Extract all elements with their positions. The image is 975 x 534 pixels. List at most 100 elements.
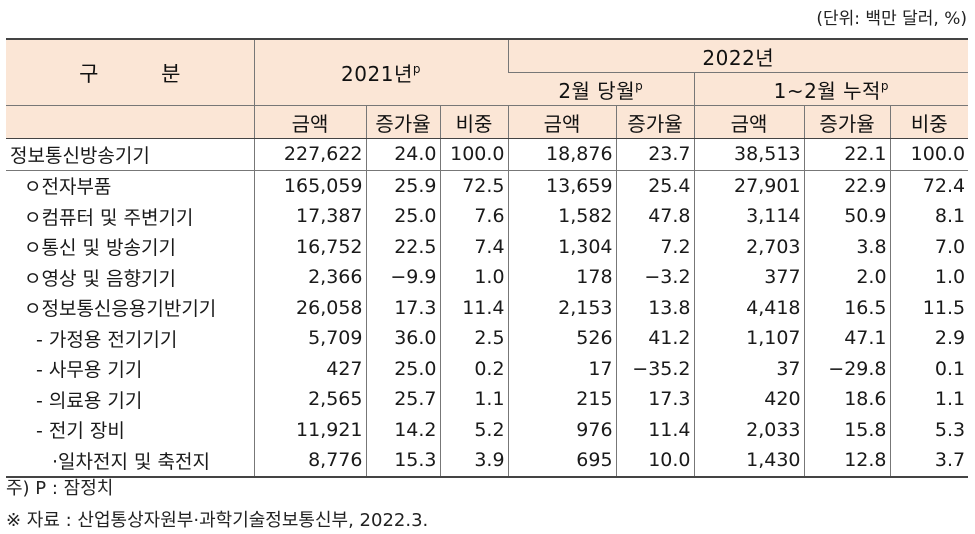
- row-value: 7.6: [439, 201, 509, 232]
- row-value: 11.4: [439, 292, 509, 323]
- row-value: 3.9: [439, 445, 509, 478]
- row-value: 26,058: [253, 292, 366, 323]
- table-body: 정보통신방송기기 227,622 24.0 100.0 18,876 23.7 38,513…: [6, 138, 969, 478]
- row-value: −29.8: [803, 353, 891, 384]
- row-value: 15.3: [365, 445, 440, 478]
- row-value: 38,513: [693, 138, 805, 171]
- row-value: 100.0: [889, 138, 969, 171]
- row-value: 12.8: [803, 445, 891, 478]
- header-category: 구 분: [6, 38, 254, 106]
- row-value: 5.2: [439, 414, 509, 445]
- table-row: - 사무용 기기 427 25.0 0.2 17 −35.2 37 −29.8 0.1: [6, 353, 969, 384]
- row-label: ㅇ통신 및 방송기기: [24, 237, 176, 260]
- table-row: 정보통신방송기기 227,622 24.0 100.0 18,876 23.7 38,513…: [6, 138, 969, 171]
- row-value: 17.3: [365, 292, 440, 323]
- row-value: 420: [693, 384, 805, 415]
- table-row: ㅇ통신 및 방송기기 16,752 22.5 7.4 1,304 7.2 2,703 3.8 7…: [6, 231, 969, 262]
- header-col-amount: 금액: [253, 105, 366, 139]
- row-value: 1,107: [693, 323, 805, 354]
- row-label: ㅇ정보통신응용기반기기: [24, 298, 217, 321]
- row-label: 정보통신방송기기: [6, 138, 254, 171]
- row-value: 37: [693, 353, 805, 384]
- row-value: −9.9: [365, 262, 440, 293]
- row-value: 8,776: [253, 445, 366, 478]
- row-value: 1,430: [693, 445, 805, 478]
- row-value: 2.5: [439, 323, 509, 354]
- header-year-2022: 2022년: [507, 38, 969, 73]
- row-value: 1.0: [439, 262, 509, 293]
- row-value: 3.8: [803, 231, 891, 262]
- row-value: 16.5: [803, 292, 891, 323]
- header-col-amount: 금액: [693, 105, 805, 139]
- unit-label: (단위: 백만 달러, %): [816, 9, 967, 29]
- row-value: 41.2: [615, 323, 695, 354]
- row-value: 2,153: [507, 292, 617, 323]
- row-value: 25.9: [365, 170, 440, 201]
- row-value: 17.3: [615, 384, 695, 415]
- row-value: 17: [507, 353, 617, 384]
- row-value: 2.0: [803, 262, 891, 293]
- row-value: 25.7: [365, 384, 440, 415]
- row-value: 22.9: [803, 170, 891, 201]
- row-value: 16,752: [253, 231, 366, 262]
- row-value: 0.2: [439, 353, 509, 384]
- table-row: ㅇ영상 및 음향기기 2,366 −9.9 1.0 178 −3.2 377 2.0 1.0: [6, 262, 969, 293]
- table-row: ㅇ정보통신응용기반기기 26,058 17.3 11.4 2,153 13.8 4,418 1…: [6, 292, 969, 323]
- row-value: 526: [507, 323, 617, 354]
- table-row: - 전기 장비 11,921 14.2 5.2 976 11.4 2,033 15.8 5.3: [6, 414, 969, 445]
- row-value: 47.8: [615, 201, 695, 232]
- row-value: 7.4: [439, 231, 509, 262]
- row-value: 36.0: [365, 323, 440, 354]
- row-value: 18.6: [803, 384, 891, 415]
- row-value: 1,304: [507, 231, 617, 262]
- row-value: 377: [693, 262, 805, 293]
- table-row: - 의료용 기기 2,565 25.7 1.1 215 17.3 420 18.6 1.1: [6, 384, 969, 415]
- row-value: 25.0: [365, 353, 440, 384]
- row-value: 72.5: [439, 170, 509, 201]
- row-value: 0.1: [889, 353, 969, 384]
- header-jan-feb-cumulative: 1~2월 누적p: [693, 72, 969, 106]
- header-col-growth: 증가율: [615, 105, 695, 139]
- header-feb-month: 2월 당월p: [508, 72, 695, 106]
- row-label: ·일차전지 및 축전지: [6, 445, 254, 478]
- row-value: 1,582: [507, 201, 617, 232]
- row-value: 22.5: [365, 231, 440, 262]
- row-value: 13.8: [615, 292, 695, 323]
- row-value: 7.2: [615, 231, 695, 262]
- header-col-growth: 증가율: [803, 105, 891, 139]
- row-value: 695: [507, 445, 617, 478]
- row-value: 2.9: [889, 323, 969, 354]
- row-label: ㅇ영상 및 음향기기: [24, 267, 176, 290]
- row-label: ㅇ컴퓨터 및 주변기기: [24, 206, 194, 229]
- row-value: 15.8: [803, 414, 891, 445]
- header-col-growth: 증가율: [365, 105, 440, 139]
- row-value: 2,033: [693, 414, 805, 445]
- row-value: 2,366: [253, 262, 366, 293]
- row-value: 215: [507, 384, 617, 415]
- row-value: 25.0: [365, 201, 440, 232]
- row-value: −3.2: [615, 262, 695, 293]
- header-feb-month-sup: p: [635, 78, 644, 93]
- row-value: 13,659: [507, 170, 617, 201]
- table-row: ㅇ전자부품 165,059 25.9 72.5 13,659 25.4 27,901 22.9…: [6, 170, 969, 201]
- row-value: 11.4: [615, 414, 695, 445]
- row-label: - 의료용 기기: [36, 389, 143, 412]
- row-value: 10.0: [615, 445, 695, 478]
- header-col-share: 비중: [889, 105, 969, 139]
- row-value: 5.3: [889, 414, 969, 445]
- row-label: - 사무용 기기: [36, 359, 143, 382]
- row-value: 22.1: [803, 138, 891, 171]
- row-value: 7.0: [889, 231, 969, 262]
- row-value: 427: [253, 353, 366, 384]
- row-label: - 가정용 전기기기: [36, 328, 178, 351]
- table-row: ㅇ컴퓨터 및 주변기기 17,387 25.0 7.6 1,582 47.8 3,114 50…: [6, 201, 969, 232]
- row-value: 25.4: [615, 170, 695, 201]
- row-label: - 전기 장비: [36, 420, 125, 443]
- row-value: 72.4: [889, 170, 969, 201]
- row-value: 1.1: [889, 384, 969, 415]
- row-value: 8.1: [889, 201, 969, 232]
- header-year-2021-sup: p: [412, 62, 421, 76]
- row-value: 11.5: [889, 292, 969, 323]
- table-header: 구 분 2021년p 2022년 2월 당월p 1~2월 누적p 금액 증가율 …: [6, 38, 969, 139]
- header-jan-feb-cumulative-sup: p: [880, 78, 889, 93]
